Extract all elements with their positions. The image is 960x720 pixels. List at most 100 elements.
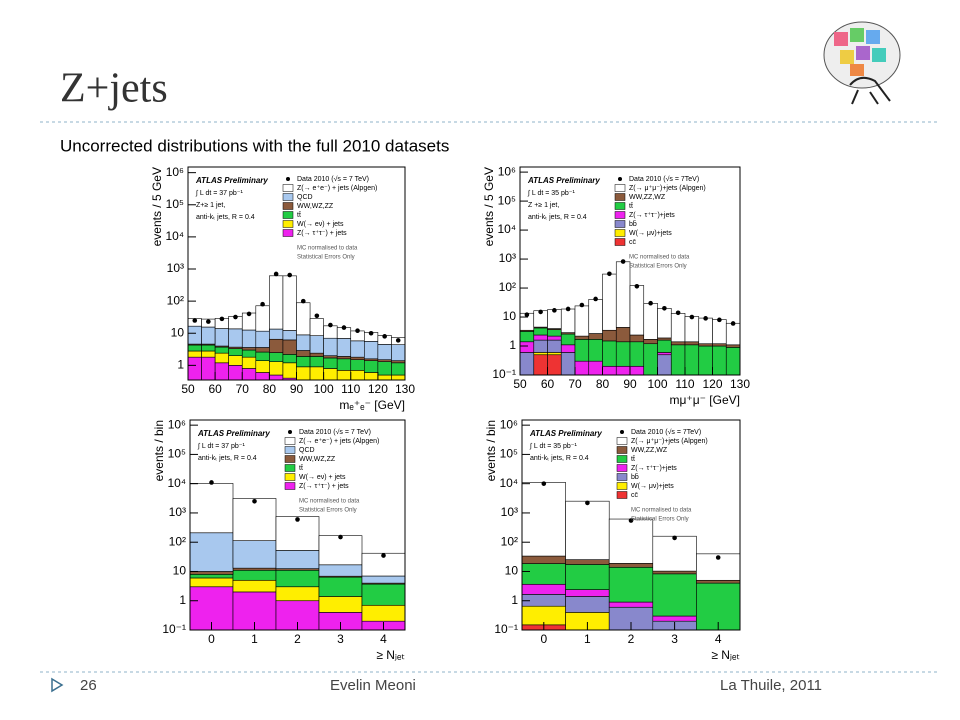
stack-segment [214,328,229,347]
stack-segment [608,518,654,564]
x-tick-label: 3 [671,632,678,646]
x-tick-label: 100 [647,377,667,391]
annotation: Z+≥ 1 jet, [196,202,225,209]
event: La Thuile, 2011 [720,677,822,694]
stack-segment [228,355,243,366]
stack-segment [228,328,243,348]
stack-segment [670,313,686,343]
stack-segment [275,586,320,602]
stack-segment [201,344,216,352]
y-tick-label: 10³ [169,505,186,519]
stack-segment [725,347,741,376]
legend-label: Z(→ e⁺e⁻) + jets (Alpgen) [297,185,377,192]
legend-swatch [282,220,294,228]
annotation: anti-kₜ jets, R = 0.4 [530,455,589,462]
stack-segment [629,341,645,367]
stack-segment [547,354,562,376]
stack-segment [269,328,284,340]
legend-label: W(→ eν) + jets [297,221,344,228]
legend-label: tt̄ [297,211,301,219]
legend-marker [618,177,622,181]
stack-segment [187,350,202,358]
legend-marker [288,430,292,434]
data-point [341,325,347,330]
x-axis-label: ≥ Nⱼₑₜ [376,648,405,662]
y-tick-label: 10⁵ [500,447,518,461]
y-tick-label: 1 [511,593,518,607]
legend-swatch [284,473,296,481]
stack-segment [255,360,270,373]
legend-swatch [614,229,626,237]
data-point [689,314,695,320]
y-tick-label: 10⁵ [498,193,516,207]
stack-segment [269,361,284,376]
legend-swatch [284,482,296,490]
stack-segment [296,356,311,368]
x-tick-label: 2 [294,632,301,646]
logo [823,21,901,105]
data-point [675,310,681,316]
legend-swatch [614,211,626,219]
stack-segment [712,319,727,345]
stack-segment [189,483,234,534]
y-tick-label: 10⁶ [168,417,186,431]
stack-segment [255,351,270,361]
x-tick-label: 50 [181,382,195,396]
stack-segment [187,344,202,352]
data-point [715,555,721,560]
stack-segment [282,330,297,341]
stack-segment [615,261,631,328]
stack-segment [565,589,610,597]
y-tick-label: 10 [503,309,517,323]
stack-segment [684,316,700,343]
stack-segment [547,352,562,356]
stack-segment [269,352,284,362]
stack-segment [282,362,297,379]
stack-segment [318,596,363,613]
stack-segment [684,341,700,346]
stack-segment [309,318,324,336]
legend-label: tt̄ [631,455,635,463]
stack-segment [533,334,548,341]
x-tick-label: 70 [236,382,250,396]
y-axis-label: events / bin [152,420,166,481]
y-tick-label: 10⁶ [500,417,518,431]
stack-segment [643,303,658,340]
note: MC normalised to data [299,499,360,505]
data-point [541,481,547,486]
stack-segment [232,540,277,569]
legend-label: WW,WZ,ZZ [299,456,336,463]
x-tick-label: 90 [623,377,637,391]
legend-swatch [614,220,626,228]
stack-segment [602,365,617,376]
stack-segment [377,361,392,376]
y-tick-label: 10⁴ [497,222,516,236]
data-point [381,553,386,558]
stack-segment [519,331,535,343]
stack-segment [521,563,566,585]
legend-label: QCD [297,194,313,201]
stack-segment [201,326,216,345]
x-tick-label: 120 [368,382,388,396]
stack-segment [241,347,257,351]
legend-label: W(→ μν)+jets [629,230,672,237]
stack-segment [615,341,631,367]
data-point [628,518,634,523]
stack-segment [519,352,535,376]
x-tick-label: 3 [337,632,344,646]
x-tick-label: 4 [380,632,387,646]
stack-segment [323,357,338,369]
page-number: 26 [80,677,97,694]
legend-label: bb̄ [629,220,637,228]
data-point [338,534,343,540]
legend-label: Z(→ μ⁺μ⁻)+jets (Alpgen) [631,438,708,445]
data-point [368,330,374,336]
data-point [300,298,306,304]
stack-segment [214,346,229,354]
stack-segment [255,347,270,353]
y-tick-label: 10³ [167,261,184,275]
y-tick-label: 10⁻¹ [494,622,518,636]
stack-segment [629,285,645,336]
legend-swatch [616,482,628,490]
stack-segment [533,354,548,376]
